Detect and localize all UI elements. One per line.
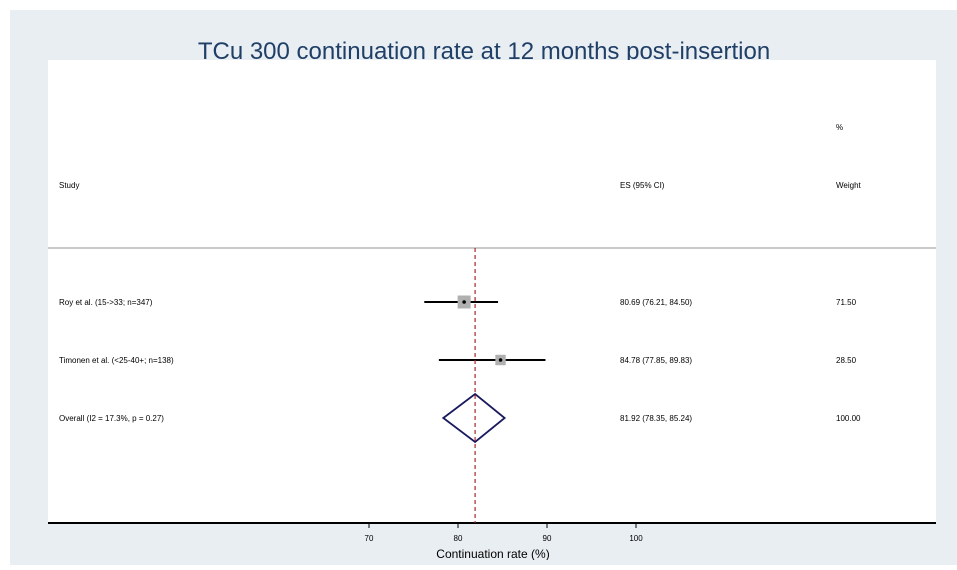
study-point-2: [498, 358, 503, 362]
x-tick-label-80: 80: [454, 534, 463, 543]
study-weight-2: 28.50: [836, 356, 857, 365]
overall-es: 81.92 (78.35, 85.24): [620, 414, 692, 423]
study-point-1: [462, 300, 466, 304]
header-es: ES (95% CI): [620, 181, 665, 190]
x-tick-label-70: 70: [365, 534, 374, 543]
x-tick-label-90: 90: [543, 534, 552, 543]
overall-diamond: [441, 392, 507, 444]
header-weight: Weight: [836, 181, 862, 190]
chart-frame: TCu 300 continuation rate at 12 months p…: [10, 10, 957, 565]
header-weight-percent: %: [836, 123, 843, 132]
study-label-1: Roy et al. (15->33; n=347): [59, 298, 153, 307]
study-es-1: 80.69 (76.21, 84.50): [620, 298, 692, 307]
overall-label: Overall (I2 = 17.3%, p = 0.27): [59, 414, 164, 423]
forest-plot: Study ES (95% CI) % Weight Continuation …: [48, 123, 936, 560]
plot-area: Study ES (95% CI) % Weight Continuation …: [48, 60, 936, 560]
header-study: Study: [59, 181, 79, 190]
study-es-2: 84.78 (77.85, 89.83): [620, 356, 692, 365]
study-weight-1: 71.50: [836, 298, 857, 307]
x-tick-label-100: 100: [629, 534, 643, 543]
study-label-2: Timonen et al. (<25-40+; n=138): [59, 356, 174, 365]
x-axis-label: Continuation rate (%): [436, 547, 549, 560]
overall-weight: 100.00: [836, 414, 861, 423]
